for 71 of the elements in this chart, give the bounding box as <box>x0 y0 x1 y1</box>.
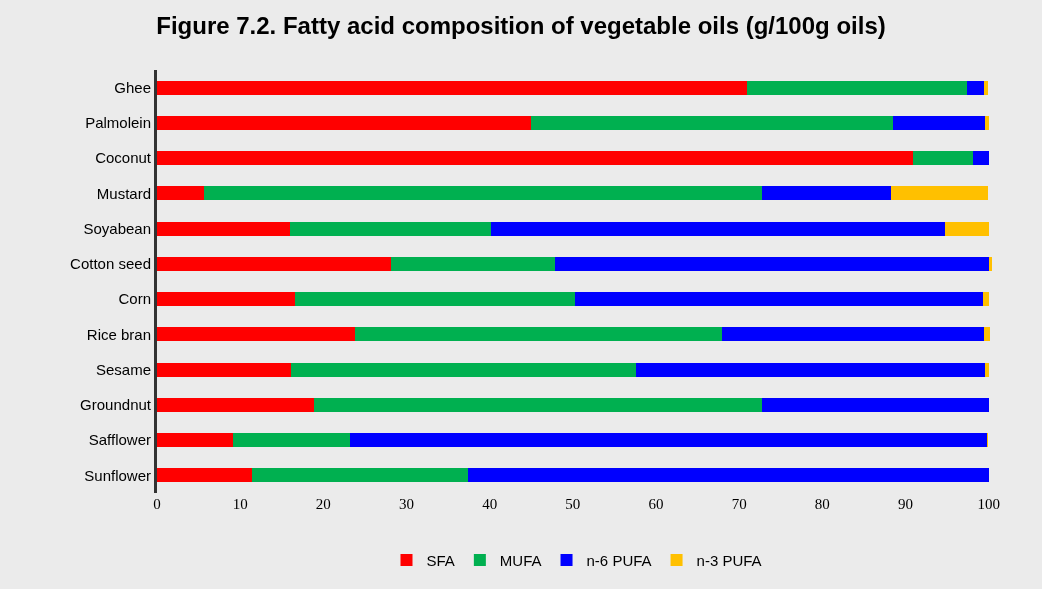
bar <box>983 80 988 95</box>
bar <box>945 221 989 236</box>
bar <box>157 362 291 377</box>
y-tick-label: Ghee <box>114 78 151 96</box>
bar <box>232 433 350 448</box>
bar <box>762 397 989 412</box>
bar <box>531 115 894 130</box>
bar <box>982 292 989 307</box>
bar <box>157 433 233 448</box>
x-tick-label: 10 <box>232 496 248 512</box>
bar <box>967 80 984 95</box>
bar <box>746 80 968 95</box>
bar <box>390 256 556 271</box>
bar <box>762 186 892 201</box>
bar <box>575 292 983 307</box>
y-tick-label: Palmolein <box>85 114 151 132</box>
bar <box>157 115 532 130</box>
bar <box>972 151 989 166</box>
legend-label: n-6 PUFA <box>586 551 652 569</box>
y-tick-label: Cotton seed <box>70 255 151 273</box>
bar <box>891 186 988 201</box>
y-tick-label: Mustard <box>96 184 151 202</box>
bar <box>983 327 990 342</box>
y-tick-label: Corn <box>118 290 151 308</box>
x-tick-label: 70 <box>731 496 747 512</box>
bar <box>555 256 989 271</box>
chart-title: Figure 7.2. Fatty acid composition of vegetable oils (g/100g oils) <box>156 12 886 40</box>
bar <box>157 397 315 412</box>
x-tick-label: 40 <box>482 496 498 512</box>
bar <box>636 362 985 377</box>
bar <box>913 151 973 166</box>
bar <box>354 327 722 342</box>
x-tick-label: 0 <box>153 496 161 512</box>
bar <box>157 186 205 201</box>
bar <box>157 327 355 342</box>
bar <box>290 362 637 377</box>
bar <box>349 433 988 448</box>
bar <box>157 151 913 166</box>
y-tick-label: Coconut <box>95 149 152 167</box>
y-tick-label: Soyabean <box>83 219 151 237</box>
y-tick-label: Safflower <box>88 431 151 449</box>
legend-label: SFA <box>426 551 455 569</box>
bar <box>157 80 747 95</box>
bar <box>984 362 989 377</box>
legend-label: MUFA <box>499 551 542 569</box>
bar <box>490 221 946 236</box>
bar <box>314 397 763 412</box>
bar <box>157 468 252 483</box>
bar <box>157 256 391 271</box>
bar <box>295 292 576 307</box>
bar <box>468 468 989 483</box>
bar <box>985 115 989 130</box>
y-tick-label: Rice bran <box>86 325 151 343</box>
bar <box>157 292 296 307</box>
x-tick-label: 80 <box>814 496 830 512</box>
legend-label: n-3 PUFA <box>696 551 762 569</box>
x-tick-label: 100 <box>977 496 1000 512</box>
bar <box>251 468 469 483</box>
bar <box>893 115 986 130</box>
bar <box>204 186 763 201</box>
x-tick-label: 90 <box>898 496 914 512</box>
x-tick-label: 50 <box>565 496 581 512</box>
bar <box>721 327 984 342</box>
bar <box>290 221 491 236</box>
y-tick-label: Sunflower <box>84 466 151 484</box>
y-tick-label: Groundnut <box>80 396 152 414</box>
x-tick-label: 20 <box>315 496 331 512</box>
x-tick-label: 30 <box>399 496 414 512</box>
bar <box>157 221 291 236</box>
y-tick-label: Sesame <box>95 360 151 378</box>
x-tick-label: 60 <box>648 496 664 512</box>
